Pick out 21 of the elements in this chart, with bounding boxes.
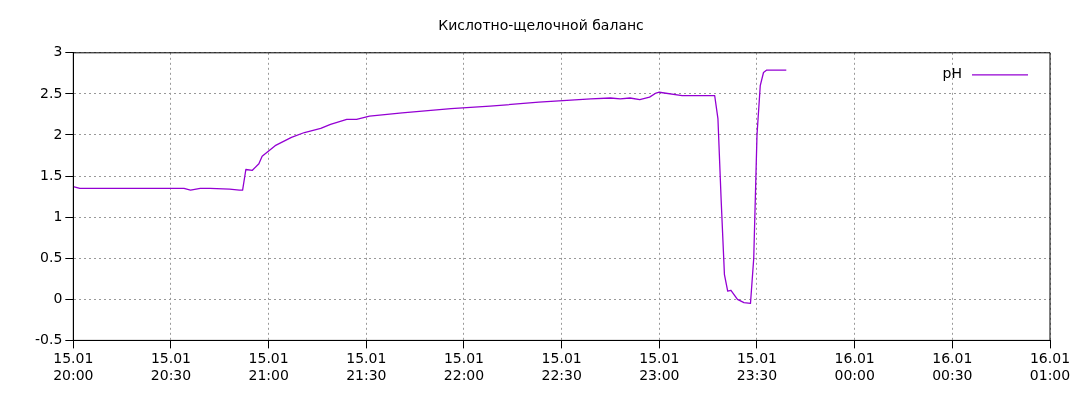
y-tick-label: 0.5	[40, 248, 63, 265]
x-tick-label: 16.01 00:00	[834, 350, 875, 384]
x-tick-label: 16.01 00:30	[932, 350, 973, 384]
x-tick-label: 15.01 22:30	[541, 350, 582, 384]
x-tick-label: 15.01 23:30	[736, 350, 778, 384]
x-tick-label: 15.01 21:00	[248, 350, 289, 384]
y-tick-label: -0.5	[34, 331, 63, 348]
x-tick-label: 16.01 01:00	[1029, 350, 1071, 384]
chart-title: Кислотно-щелочной баланс	[438, 17, 644, 34]
x-tick-label: 15.01 21:30	[346, 350, 387, 384]
x-tick-label: 15.01 23:00	[639, 350, 680, 384]
x-tick-label: 15.01 22:00	[443, 350, 485, 384]
y-tick-label: 3	[53, 43, 63, 60]
y-tick-label: 0	[53, 289, 63, 306]
y-tick-label: 2	[53, 125, 63, 142]
y-tick-label: 1	[53, 207, 63, 224]
x-tick-label: 15.01 20:30	[150, 350, 192, 384]
y-tick-label: 1.5	[40, 166, 63, 183]
x-tick-label: 15.01 20:00	[53, 350, 94, 384]
y-tick-label: 2.5	[40, 84, 63, 101]
legend-label: pH	[942, 65, 962, 82]
